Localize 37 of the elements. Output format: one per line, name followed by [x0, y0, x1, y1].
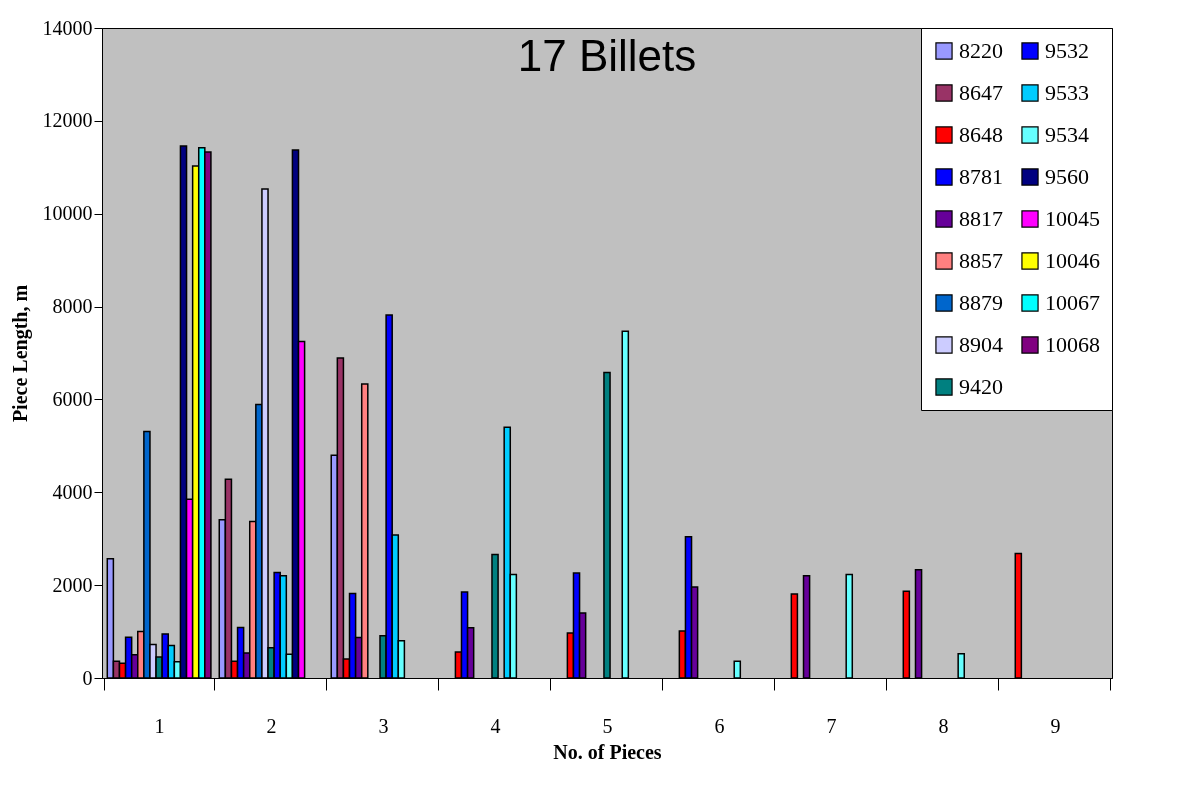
y-tick-label: 4000 — [52, 480, 93, 503]
legend-label: 9560 — [1045, 164, 1089, 189]
legend-label: 9534 — [1045, 122, 1089, 147]
x-tick-label: 3 — [378, 714, 389, 737]
legend-label: 8647 — [959, 80, 1003, 105]
legend-label: 8879 — [959, 290, 1003, 315]
legend-label: 10046 — [1045, 248, 1100, 273]
y-tick-label: 0 — [82, 666, 93, 689]
y-tick-label: 2000 — [52, 573, 93, 596]
y-tick-label: 6000 — [52, 387, 93, 410]
y-tick-label: 14000 — [42, 16, 93, 39]
x-tick-label: 9 — [1050, 714, 1061, 737]
x-axis-title: No. of Pieces — [553, 740, 662, 763]
x-tick-label: 8 — [938, 714, 949, 737]
legend-label: 8781 — [959, 164, 1003, 189]
legend-label: 9533 — [1045, 80, 1089, 105]
legend-label: 8220 — [959, 38, 1003, 63]
legend-label: 10045 — [1045, 206, 1100, 231]
legend-label: 8857 — [959, 248, 1003, 273]
y-axis-title: Piece Length, m — [8, 284, 32, 423]
y-tick-label: 8000 — [52, 295, 93, 318]
legend-label: 9420 — [959, 374, 1003, 399]
legend-label: 10067 — [1045, 290, 1100, 315]
chart-title: 17 Billets — [517, 31, 697, 80]
y-tick-label: 10000 — [42, 202, 93, 225]
legend-label: 10068 — [1045, 332, 1100, 357]
legend-label: 8648 — [959, 122, 1003, 147]
x-tick-label: 4 — [490, 714, 501, 737]
legend-label: 8904 — [959, 332, 1003, 357]
x-tick-label: 2 — [266, 714, 277, 737]
x-tick-label: 1 — [154, 714, 165, 737]
y-tick-label: 12000 — [42, 109, 93, 132]
x-tick-label: 7 — [826, 714, 837, 737]
x-tick-label: 6 — [714, 714, 725, 737]
x-tick-label: 5 — [602, 714, 613, 737]
legend-label: 9532 — [1045, 38, 1089, 63]
legend-label: 8817 — [959, 206, 1003, 231]
